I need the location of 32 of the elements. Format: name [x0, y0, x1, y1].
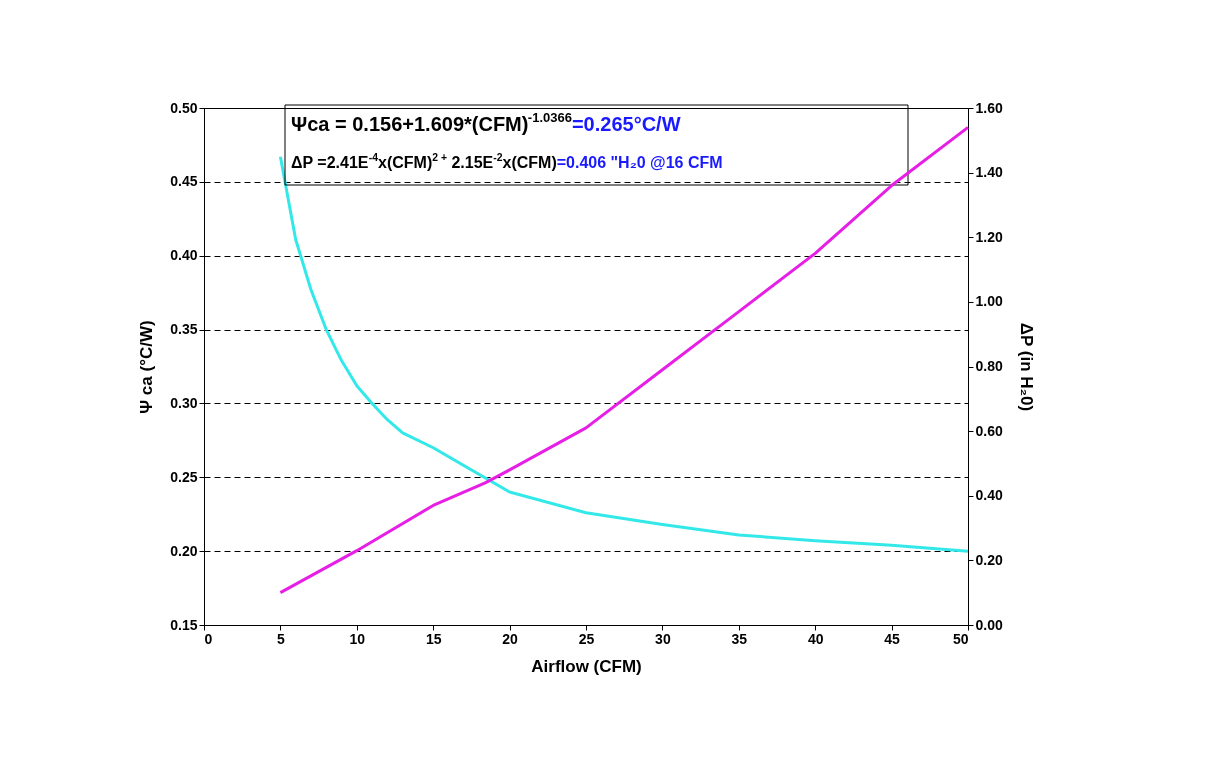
- y2-tick-label: 1.60: [975, 99, 1003, 116]
- x-tick-label: 20: [502, 630, 519, 647]
- y-tick-label: 0.20: [170, 542, 198, 559]
- x-tick-label: 30: [655, 630, 671, 647]
- x-tick-label: 25: [578, 630, 595, 647]
- y-tick-label: 0.25: [170, 468, 198, 485]
- y2-tick-label: 0.20: [975, 551, 1003, 568]
- y-tick-label: 0.15: [170, 616, 198, 633]
- x-tick-label: 10: [349, 630, 366, 647]
- y-tick-label: 0.45: [170, 173, 198, 190]
- y-tick-label: 0.50: [170, 99, 198, 116]
- y-tick-label: 0.30: [170, 394, 198, 411]
- x-tick-label: 5: [277, 630, 285, 647]
- x-tick-label: 40: [807, 630, 824, 647]
- y-tick-label: 0.35: [170, 321, 198, 338]
- y2-tick-label: 1.20: [975, 228, 1003, 245]
- y-axis-title: Ψ ca (°C/W): [137, 320, 157, 414]
- x-tick-label: 35: [731, 630, 748, 647]
- y2-tick-label: 0.60: [975, 422, 1003, 439]
- x-tick-label: 0: [204, 630, 213, 647]
- x-tick-label: 50: [952, 630, 969, 647]
- x-tick-label: 15: [425, 630, 442, 647]
- y2-axis-title: ΔP (in H₂0): [1016, 322, 1036, 412]
- y2-tick-label: 0.40: [975, 487, 1003, 504]
- y-tick-label: 0.40: [170, 247, 198, 264]
- x-tick-label: 45: [884, 630, 901, 647]
- y2-tick-label: 0.00: [975, 616, 1003, 633]
- y2-tick-label: 0.80: [975, 358, 1003, 374]
- y2-tick-label: 1.00: [975, 293, 1003, 310]
- line-series: [278, 155, 970, 553]
- y2-tick-label: 1.40: [975, 164, 1003, 181]
- x-axis-title: Airflow (CFM): [531, 656, 642, 676]
